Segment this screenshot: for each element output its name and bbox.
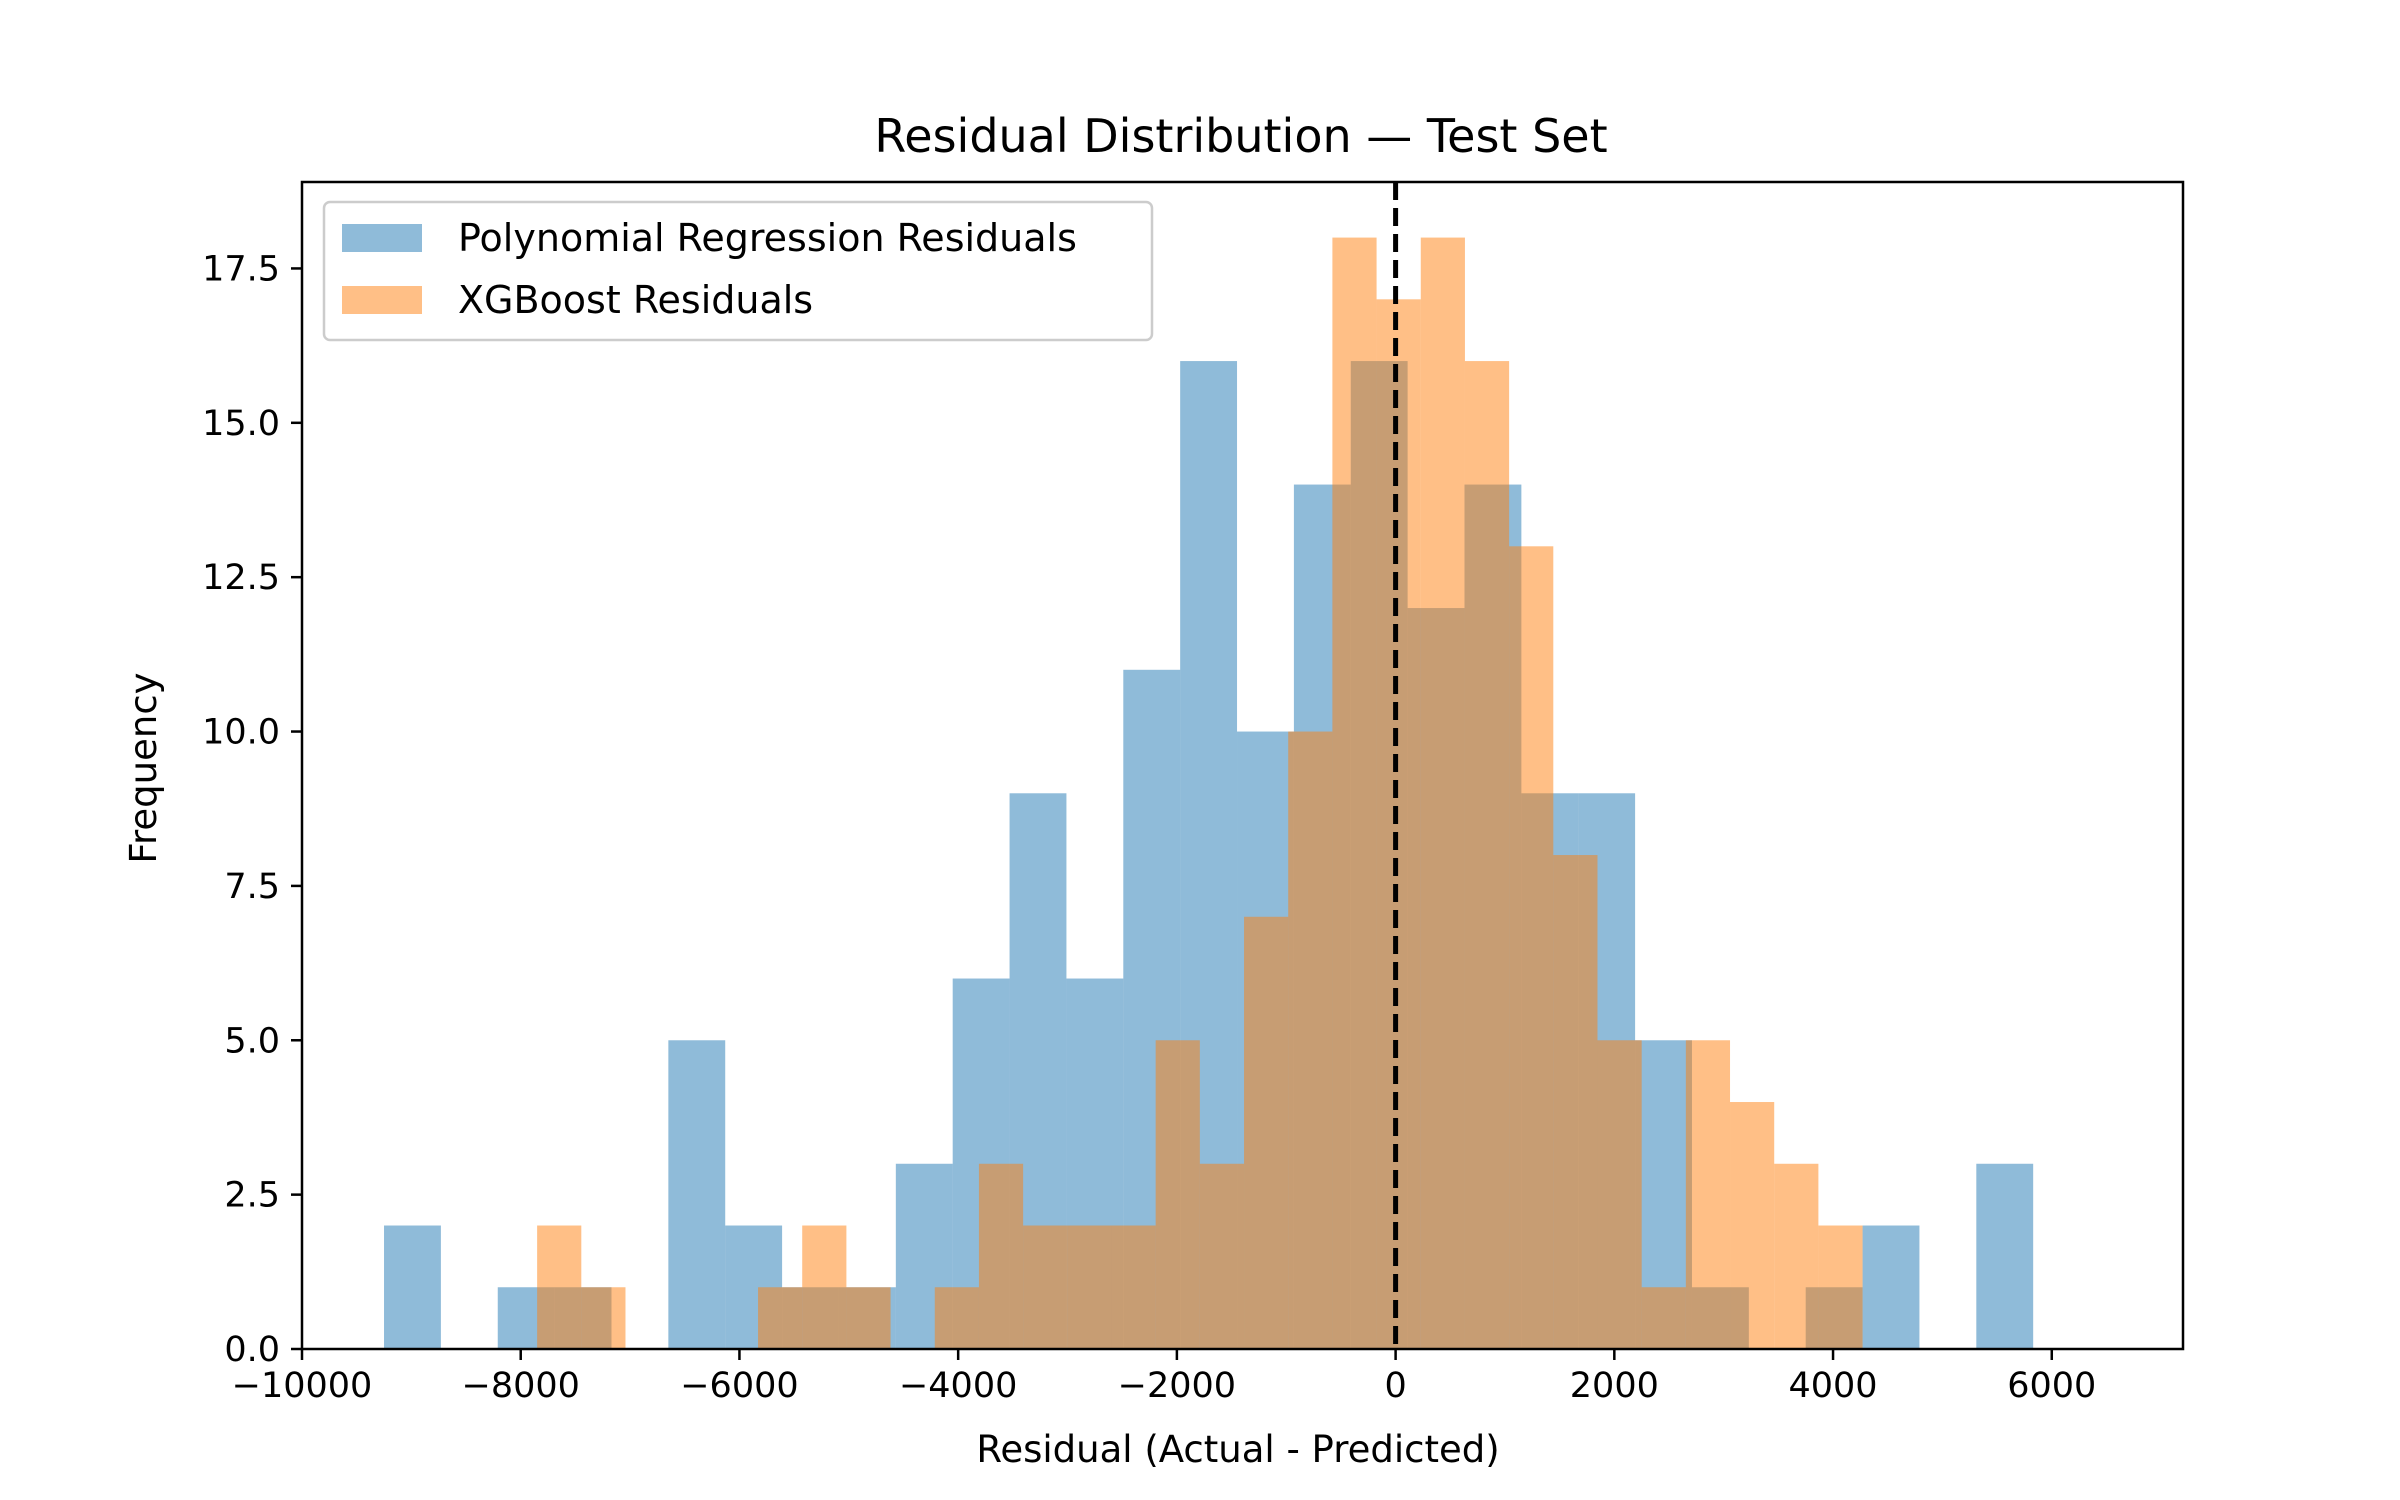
bar-xgboost-14 — [1155, 1040, 1200, 1349]
bars-layer — [384, 237, 2034, 1350]
bar-xgboost-18 — [1332, 237, 1377, 1350]
bar-xgboost-26 — [1685, 1040, 1731, 1349]
bar-xgboost-27 — [1730, 1102, 1775, 1349]
x-tick-label: −2000 — [1118, 1366, 1236, 1406]
bar-xgboost-9 — [934, 1287, 979, 1349]
bar-xgboost-24 — [1597, 1040, 1642, 1349]
bar-xgboost-29 — [1818, 1225, 1863, 1349]
legend-swatch-xgboost — [342, 286, 422, 314]
y-tick-label: 12.5 — [202, 558, 280, 598]
x-axis-label: Residual (Actual - Predicted) — [976, 1428, 1499, 1471]
axes-frame — [300, 180, 2185, 1351]
legend-label-polynomial: Polynomial Regression Residuals — [458, 216, 1077, 260]
y-tick-label: 10.0 — [202, 713, 280, 753]
y-tick-label: 0.0 — [224, 1330, 280, 1370]
bar-xgboost-12 — [1067, 1225, 1112, 1349]
bar-xgboost-0 — [537, 1225, 582, 1349]
legend: Polynomial Regression Residuals XGBoost … — [322, 200, 1154, 342]
bar-xgboost-22 — [1509, 546, 1554, 1349]
x-tick-label: 2000 — [1570, 1366, 1659, 1406]
bar-xgboost-28 — [1774, 1163, 1819, 1349]
bar-xgboost-19 — [1376, 299, 1421, 1349]
bar-xgboost-6 — [802, 1225, 847, 1349]
x-tick-label: −8000 — [462, 1366, 580, 1406]
x-axis-ticks: −10000 −8000 −6000 −4000 −2000 0 2000 4000 6000 — [232, 1349, 2096, 1406]
y-tick-label: 5.0 — [224, 1021, 280, 1061]
y-axis-label: Frequency — [122, 672, 165, 863]
chart-title: Residual Distribution — Test Set — [874, 109, 1607, 163]
bar-xgboost-25 — [1641, 1287, 1686, 1349]
x-tick-label: 6000 — [2007, 1366, 2096, 1406]
x-tick-label: −6000 — [680, 1366, 798, 1406]
x-tick-label: −10000 — [232, 1366, 373, 1406]
bar-xgboost-11 — [1023, 1225, 1068, 1349]
bar-xgboost-15 — [1199, 1163, 1245, 1349]
bar-polynomial-26 — [1862, 1225, 1920, 1349]
y-tick-label: 15.0 — [202, 404, 280, 444]
y-tick-label: 2.5 — [224, 1176, 280, 1216]
y-axis-ticks: 0.0 2.5 5.0 7.5 10.0 12.5 15.0 17.5 — [202, 249, 302, 1370]
x-tick-label: 0 — [1384, 1366, 1406, 1406]
bar-xgboost-20 — [1420, 237, 1465, 1350]
bar-polynomial-5 — [668, 1040, 726, 1349]
legend-swatch-polynomial — [342, 224, 422, 252]
bar-xgboost-7 — [846, 1287, 891, 1349]
bar-polynomial-0 — [384, 1225, 441, 1349]
bar-polynomial-28 — [1976, 1163, 2034, 1349]
legend-label-xgboost: XGBoost Residuals — [458, 278, 813, 322]
bar-xgboost-21 — [1464, 361, 1510, 1350]
bar-xgboost-13 — [1111, 1225, 1156, 1349]
y-tick-label: 7.5 — [224, 867, 280, 907]
bar-xgboost-17 — [1288, 731, 1333, 1349]
bar-xgboost-16 — [1244, 916, 1289, 1349]
x-tick-label: 4000 — [1789, 1366, 1878, 1406]
bar-xgboost-23 — [1553, 855, 1598, 1349]
y-tick-label: 17.5 — [202, 249, 280, 289]
bar-xgboost-5 — [758, 1287, 803, 1349]
x-tick-label: −4000 — [899, 1366, 1017, 1406]
bar-xgboost-10 — [978, 1163, 1024, 1349]
bar-xgboost-1 — [581, 1287, 626, 1349]
legend-box — [322, 200, 1154, 342]
